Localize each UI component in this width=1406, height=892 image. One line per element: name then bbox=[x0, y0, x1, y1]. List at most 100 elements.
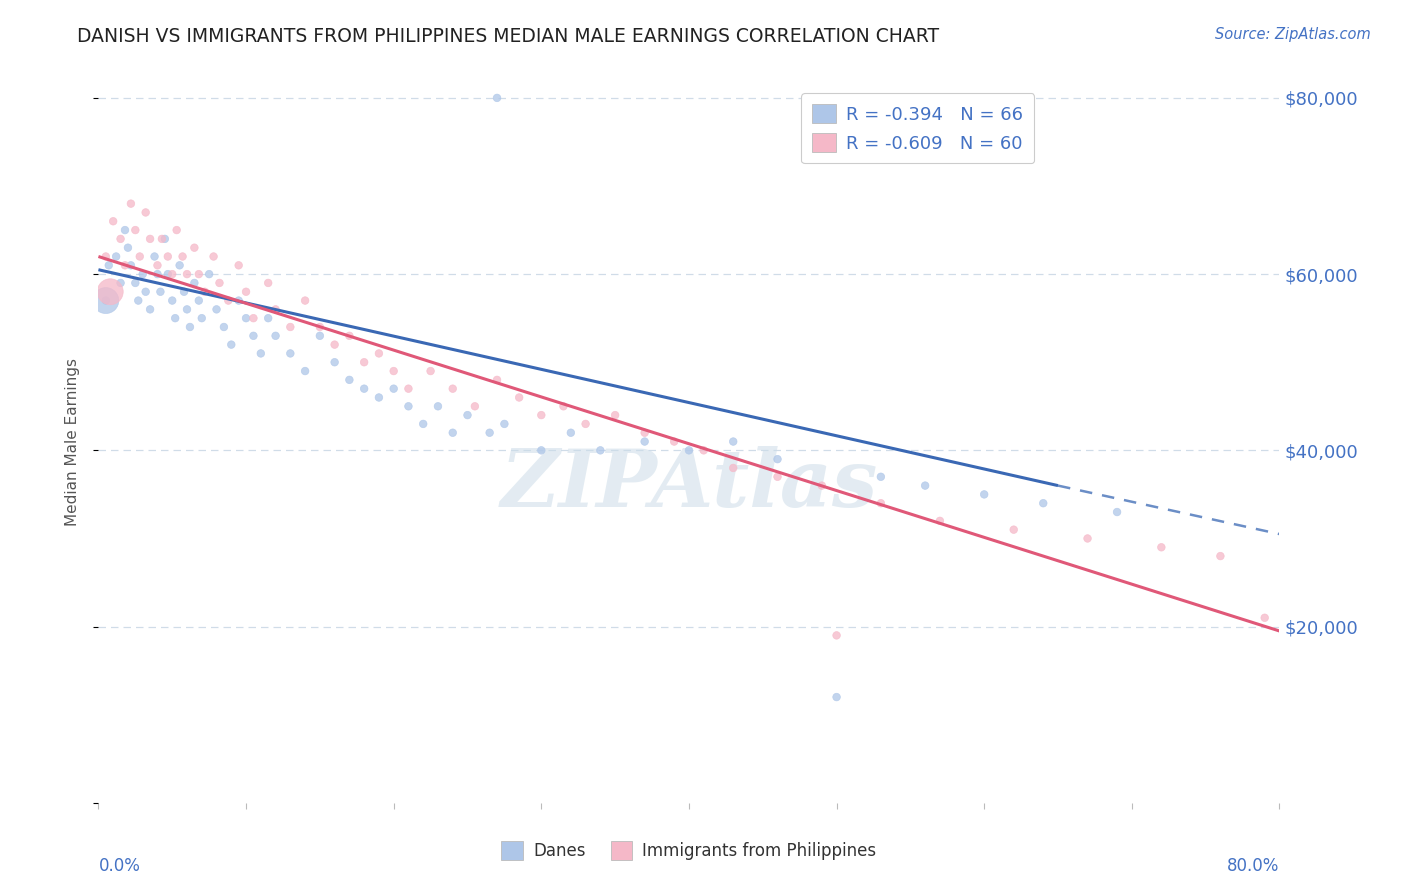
Point bbox=[135, 285, 157, 299]
Point bbox=[441, 382, 464, 396]
Point bbox=[132, 267, 155, 281]
Point bbox=[870, 496, 893, 510]
Point bbox=[825, 690, 848, 704]
Point bbox=[221, 337, 243, 351]
Point bbox=[368, 346, 391, 360]
Point bbox=[1032, 496, 1054, 510]
Point bbox=[294, 293, 316, 308]
Point bbox=[1209, 549, 1232, 563]
Point bbox=[179, 320, 201, 334]
Point bbox=[825, 628, 848, 642]
Point bbox=[235, 311, 257, 326]
Point bbox=[353, 355, 375, 369]
Point bbox=[183, 241, 205, 255]
Point bbox=[398, 399, 420, 413]
Point bbox=[191, 311, 214, 326]
Point bbox=[723, 461, 745, 475]
Point bbox=[457, 408, 479, 422]
Point bbox=[202, 250, 225, 264]
Point bbox=[339, 328, 361, 343]
Point bbox=[478, 425, 501, 440]
Point bbox=[187, 267, 209, 281]
Point bbox=[173, 285, 195, 299]
Point bbox=[176, 302, 198, 317]
Point bbox=[212, 320, 235, 334]
Point bbox=[605, 408, 627, 422]
Point bbox=[1077, 532, 1099, 546]
Point bbox=[124, 276, 146, 290]
Text: ZIPAtlas: ZIPAtlas bbox=[501, 446, 877, 524]
Point bbox=[139, 232, 162, 246]
Point bbox=[398, 382, 420, 396]
Point bbox=[530, 408, 553, 422]
Point bbox=[117, 241, 139, 255]
Point bbox=[94, 293, 117, 308]
Point bbox=[149, 285, 172, 299]
Point bbox=[127, 293, 149, 308]
Point bbox=[250, 346, 273, 360]
Point bbox=[678, 443, 700, 458]
Point bbox=[870, 470, 893, 484]
Point bbox=[110, 276, 132, 290]
Point bbox=[228, 293, 250, 308]
Point bbox=[464, 399, 486, 413]
Point bbox=[323, 355, 346, 369]
Point bbox=[634, 425, 657, 440]
Point bbox=[486, 373, 509, 387]
Point bbox=[98, 285, 121, 299]
Point bbox=[103, 214, 125, 228]
Point bbox=[208, 276, 231, 290]
Point bbox=[766, 470, 789, 484]
Point bbox=[560, 425, 582, 440]
Point bbox=[124, 223, 146, 237]
Text: DANISH VS IMMIGRANTS FROM PHILIPPINES MEDIAN MALE EARNINGS CORRELATION CHART: DANISH VS IMMIGRANTS FROM PHILIPPINES ME… bbox=[77, 27, 939, 45]
Point bbox=[353, 382, 375, 396]
Point bbox=[486, 91, 509, 105]
Point bbox=[257, 311, 280, 326]
Point bbox=[242, 328, 264, 343]
Point bbox=[294, 364, 316, 378]
Point bbox=[1254, 611, 1277, 625]
Point bbox=[162, 293, 183, 308]
Point bbox=[1107, 505, 1129, 519]
Point bbox=[368, 391, 391, 405]
Point bbox=[165, 311, 187, 326]
Point bbox=[217, 293, 239, 308]
Point bbox=[553, 399, 575, 413]
Point bbox=[162, 267, 183, 281]
Point bbox=[382, 382, 405, 396]
Point bbox=[139, 302, 162, 317]
Point bbox=[441, 425, 464, 440]
Point bbox=[1002, 523, 1025, 537]
Point bbox=[187, 293, 209, 308]
Point bbox=[166, 223, 188, 237]
Point bbox=[205, 302, 228, 317]
Point bbox=[194, 285, 217, 299]
Point bbox=[128, 250, 150, 264]
Point bbox=[766, 452, 789, 467]
Point bbox=[120, 196, 142, 211]
Point bbox=[176, 267, 198, 281]
Text: 0.0%: 0.0% bbox=[98, 857, 141, 875]
Point bbox=[973, 487, 995, 501]
Point bbox=[693, 443, 716, 458]
Point bbox=[723, 434, 745, 449]
Point bbox=[172, 250, 194, 264]
Point bbox=[114, 258, 136, 272]
Point bbox=[120, 258, 142, 272]
Point bbox=[235, 285, 257, 299]
Point bbox=[257, 276, 280, 290]
Point bbox=[114, 223, 136, 237]
Point bbox=[280, 320, 302, 334]
Point bbox=[146, 267, 169, 281]
Text: Source: ZipAtlas.com: Source: ZipAtlas.com bbox=[1215, 27, 1371, 42]
Point bbox=[135, 205, 157, 219]
Point bbox=[156, 267, 179, 281]
Point bbox=[280, 346, 302, 360]
Point bbox=[156, 250, 179, 264]
Point bbox=[1150, 541, 1173, 555]
Point bbox=[530, 443, 553, 458]
Point bbox=[494, 417, 516, 431]
Point bbox=[105, 250, 128, 264]
Point bbox=[382, 364, 405, 378]
